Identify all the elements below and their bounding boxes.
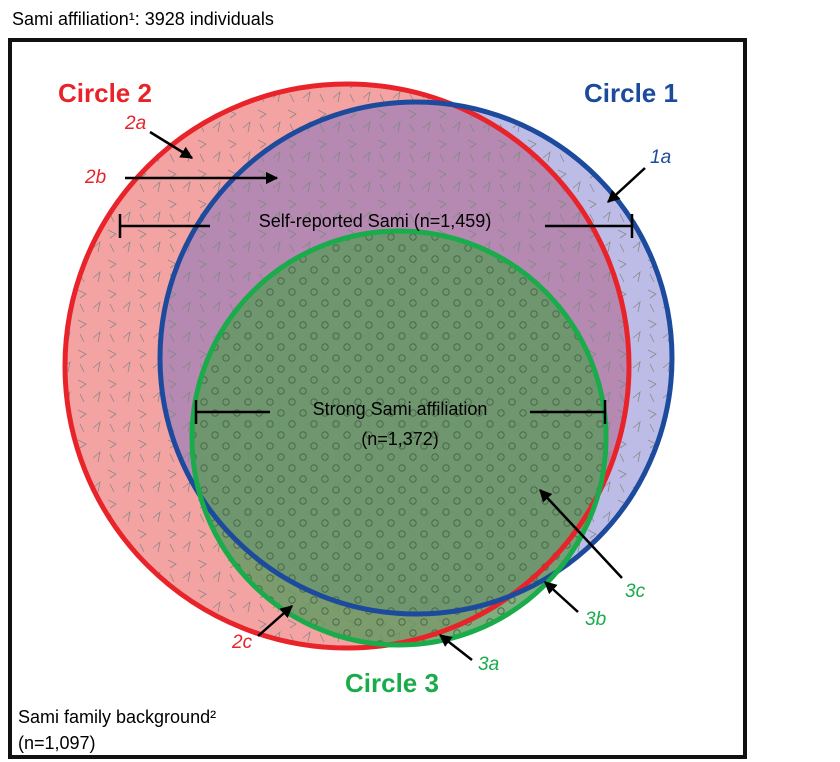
annotation: 3c (625, 581, 646, 602)
annotation: 2a (124, 113, 146, 134)
outer-label: Sami family background² (18, 707, 216, 727)
circle-3-outline (189, 228, 609, 648)
circle-label: Circle 3 (345, 668, 439, 698)
annotation: 2b (84, 167, 106, 188)
circle-1-outline (157, 99, 675, 617)
annotation: 3a (478, 654, 499, 675)
region-label: Self-reported Sami (n=1,459) (259, 211, 492, 231)
arrow (539, 489, 623, 579)
arrow (439, 634, 473, 661)
arrow (607, 167, 646, 203)
circle-3-pattern (192, 231, 606, 645)
annotation: 2c (231, 632, 253, 653)
arrow (149, 130, 194, 160)
circle-2-outline (62, 81, 632, 651)
title: Sami affiliation¹: 3928 individuals (12, 9, 274, 29)
annotation: 3b (585, 609, 606, 630)
circle-label: Circle 1 (584, 78, 678, 108)
region-label: Strong Sami affiliation (313, 399, 488, 419)
annotation: 1a (650, 147, 671, 168)
outer-label: (n=1,097) (18, 733, 96, 753)
region-label: (n=1,372) (361, 429, 439, 449)
circle-label: Circle 2 (58, 78, 152, 108)
arrow (544, 581, 579, 613)
arrow (257, 605, 293, 637)
